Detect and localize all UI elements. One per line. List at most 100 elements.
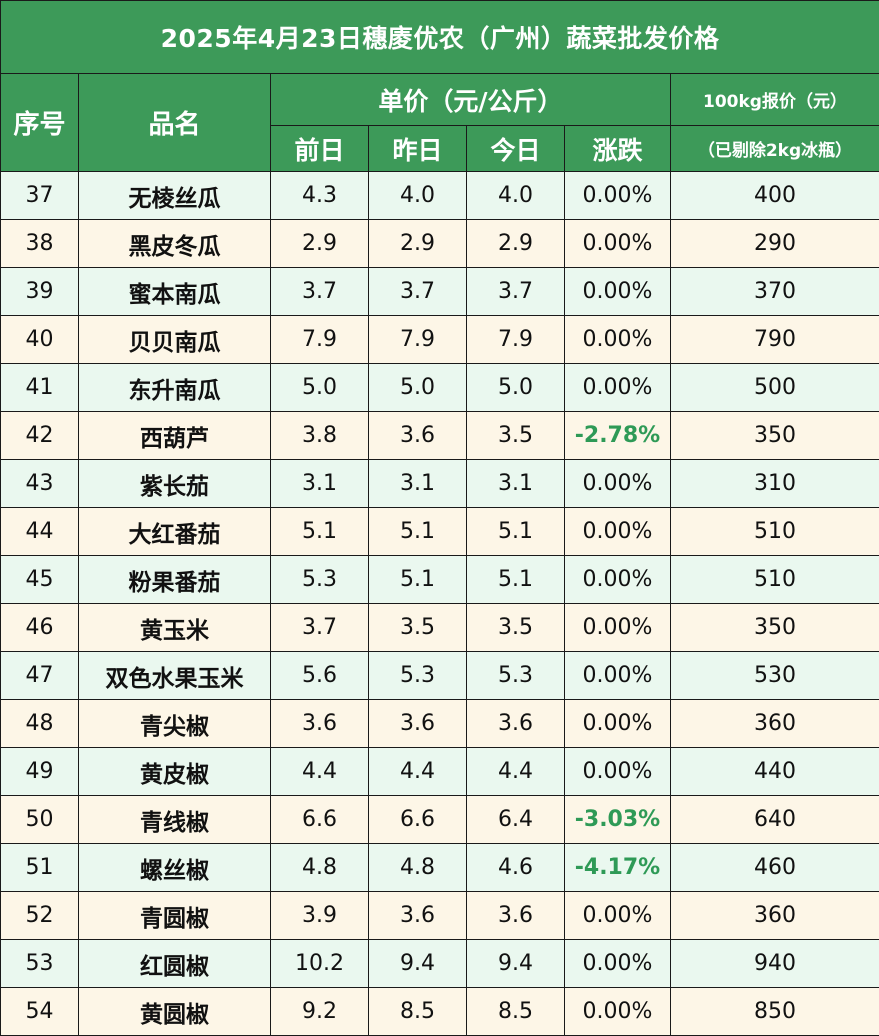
cell-yesterday: 8.5 bbox=[368, 987, 467, 1036]
cell-quote: 510 bbox=[670, 555, 879, 604]
cell-change: 0.00% bbox=[564, 507, 671, 556]
header-prev-day: 前日 bbox=[270, 125, 369, 172]
cell-prev-day: 3.9 bbox=[270, 891, 369, 940]
cell-prev-day: 5.3 bbox=[270, 555, 369, 604]
cell-prev-day: 4.8 bbox=[270, 843, 369, 892]
cell-quote: 310 bbox=[670, 459, 879, 508]
cell-prev-day: 9.2 bbox=[270, 987, 369, 1036]
cell-quote: 350 bbox=[670, 603, 879, 652]
table-row: 46 黄玉米 3.7 3.5 3.5 0.00% 350 bbox=[0, 603, 879, 652]
table-row: 51 螺丝椒 4.8 4.8 4.6 -4.17% 460 bbox=[0, 843, 879, 892]
cell-index: 38 bbox=[0, 219, 79, 268]
cell-index: 37 bbox=[0, 171, 79, 220]
cell-change: 0.00% bbox=[564, 171, 671, 220]
cell-name: 贝贝南瓜 bbox=[78, 315, 271, 364]
header-change: 涨跌 bbox=[564, 125, 671, 172]
cell-yesterday: 7.9 bbox=[368, 315, 467, 364]
cell-index: 48 bbox=[0, 699, 79, 748]
cell-change: 0.00% bbox=[564, 939, 671, 988]
cell-today: 5.1 bbox=[466, 507, 565, 556]
cell-prev-day: 5.6 bbox=[270, 651, 369, 700]
cell-index: 43 bbox=[0, 459, 79, 508]
cell-today: 5.3 bbox=[466, 651, 565, 700]
cell-yesterday: 2.9 bbox=[368, 219, 467, 268]
cell-change: 0.00% bbox=[564, 363, 671, 412]
cell-quote: 460 bbox=[670, 843, 879, 892]
cell-yesterday: 3.7 bbox=[368, 267, 467, 316]
cell-yesterday: 5.1 bbox=[368, 555, 467, 604]
cell-quote: 360 bbox=[670, 891, 879, 940]
header-yesterday: 昨日 bbox=[368, 125, 467, 172]
cell-index: 52 bbox=[0, 891, 79, 940]
cell-prev-day: 3.6 bbox=[270, 699, 369, 748]
cell-today: 4.4 bbox=[466, 747, 565, 796]
table-row: 37 无棱丝瓜 4.3 4.0 4.0 0.00% 400 bbox=[0, 171, 879, 220]
cell-today: 3.5 bbox=[466, 411, 565, 460]
table-row: 41 东升南瓜 5.0 5.0 5.0 0.00% 500 bbox=[0, 363, 879, 412]
cell-yesterday: 3.6 bbox=[368, 891, 467, 940]
cell-yesterday: 3.6 bbox=[368, 699, 467, 748]
cell-quote: 370 bbox=[670, 267, 879, 316]
cell-prev-day: 3.7 bbox=[270, 267, 369, 316]
cell-prev-day: 4.3 bbox=[270, 171, 369, 220]
cell-today: 3.7 bbox=[466, 267, 565, 316]
cell-yesterday: 4.0 bbox=[368, 171, 467, 220]
cell-name: 黄皮椒 bbox=[78, 747, 271, 796]
cell-name: 黄圆椒 bbox=[78, 987, 271, 1036]
cell-index: 41 bbox=[0, 363, 79, 412]
cell-index: 42 bbox=[0, 411, 79, 460]
cell-name: 蜜本南瓜 bbox=[78, 267, 271, 316]
cell-prev-day: 5.0 bbox=[270, 363, 369, 412]
cell-today: 7.9 bbox=[466, 315, 565, 364]
cell-name: 黄玉米 bbox=[78, 603, 271, 652]
cell-today: 8.5 bbox=[466, 987, 565, 1036]
table-row: 47 双色水果玉米 5.6 5.3 5.3 0.00% 530 bbox=[0, 651, 879, 700]
header-name: 品名 bbox=[78, 73, 271, 172]
cell-name: 红圆椒 bbox=[78, 939, 271, 988]
cell-name: 青尖椒 bbox=[78, 699, 271, 748]
cell-name: 西葫芦 bbox=[78, 411, 271, 460]
table-row: 42 西葫芦 3.8 3.6 3.5 -2.78% 350 bbox=[0, 411, 879, 460]
cell-quote: 510 bbox=[670, 507, 879, 556]
table-row: 53 红圆椒 10.2 9.4 9.4 0.00% 940 bbox=[0, 939, 879, 988]
cell-yesterday: 4.8 bbox=[368, 843, 467, 892]
cell-today: 3.6 bbox=[466, 891, 565, 940]
cell-name: 大红番茄 bbox=[78, 507, 271, 556]
table-header: 2025年4月23日穗庱优农（广州）蔬菜批发价格 序号 品名 单价（元/公斤） … bbox=[0, 0, 879, 172]
cell-today: 4.6 bbox=[466, 843, 565, 892]
cell-yesterday: 9.4 bbox=[368, 939, 467, 988]
cell-quote: 940 bbox=[670, 939, 879, 988]
header-quote-note: （已剔除2kg冰瓶） bbox=[670, 125, 879, 172]
table-row: 45 粉果番茄 5.3 5.1 5.1 0.00% 510 bbox=[0, 555, 879, 604]
cell-yesterday: 5.0 bbox=[368, 363, 467, 412]
cell-name: 青线椒 bbox=[78, 795, 271, 844]
cell-prev-day: 7.9 bbox=[270, 315, 369, 364]
cell-yesterday: 3.5 bbox=[368, 603, 467, 652]
cell-quote: 290 bbox=[670, 219, 879, 268]
cell-name: 紫长茄 bbox=[78, 459, 271, 508]
cell-change: 0.00% bbox=[564, 651, 671, 700]
cell-index: 40 bbox=[0, 315, 79, 364]
table-row: 38 黑皮冬瓜 2.9 2.9 2.9 0.00% 290 bbox=[0, 219, 879, 268]
cell-index: 46 bbox=[0, 603, 79, 652]
cell-change: 0.00% bbox=[564, 699, 671, 748]
cell-quote: 440 bbox=[670, 747, 879, 796]
page-title: 2025年4月23日穗庱优农（广州）蔬菜批发价格 bbox=[0, 0, 879, 74]
cell-index: 51 bbox=[0, 843, 79, 892]
cell-quote: 360 bbox=[670, 699, 879, 748]
cell-name: 青圆椒 bbox=[78, 891, 271, 940]
cell-index: 49 bbox=[0, 747, 79, 796]
cell-index: 54 bbox=[0, 987, 79, 1036]
table-row: 52 青圆椒 3.9 3.6 3.6 0.00% 360 bbox=[0, 891, 879, 940]
table-row: 50 青线椒 6.6 6.6 6.4 -3.03% 640 bbox=[0, 795, 879, 844]
cell-quote: 400 bbox=[670, 171, 879, 220]
cell-today: 2.9 bbox=[466, 219, 565, 268]
table-row: 49 黄皮椒 4.4 4.4 4.4 0.00% 440 bbox=[0, 747, 879, 796]
cell-prev-day: 6.6 bbox=[270, 795, 369, 844]
header-today: 今日 bbox=[466, 125, 565, 172]
table-row: 43 紫长茄 3.1 3.1 3.1 0.00% 310 bbox=[0, 459, 879, 508]
cell-change: 0.00% bbox=[564, 747, 671, 796]
cell-change: 0.00% bbox=[564, 987, 671, 1036]
table-row: 40 贝贝南瓜 7.9 7.9 7.9 0.00% 790 bbox=[0, 315, 879, 364]
